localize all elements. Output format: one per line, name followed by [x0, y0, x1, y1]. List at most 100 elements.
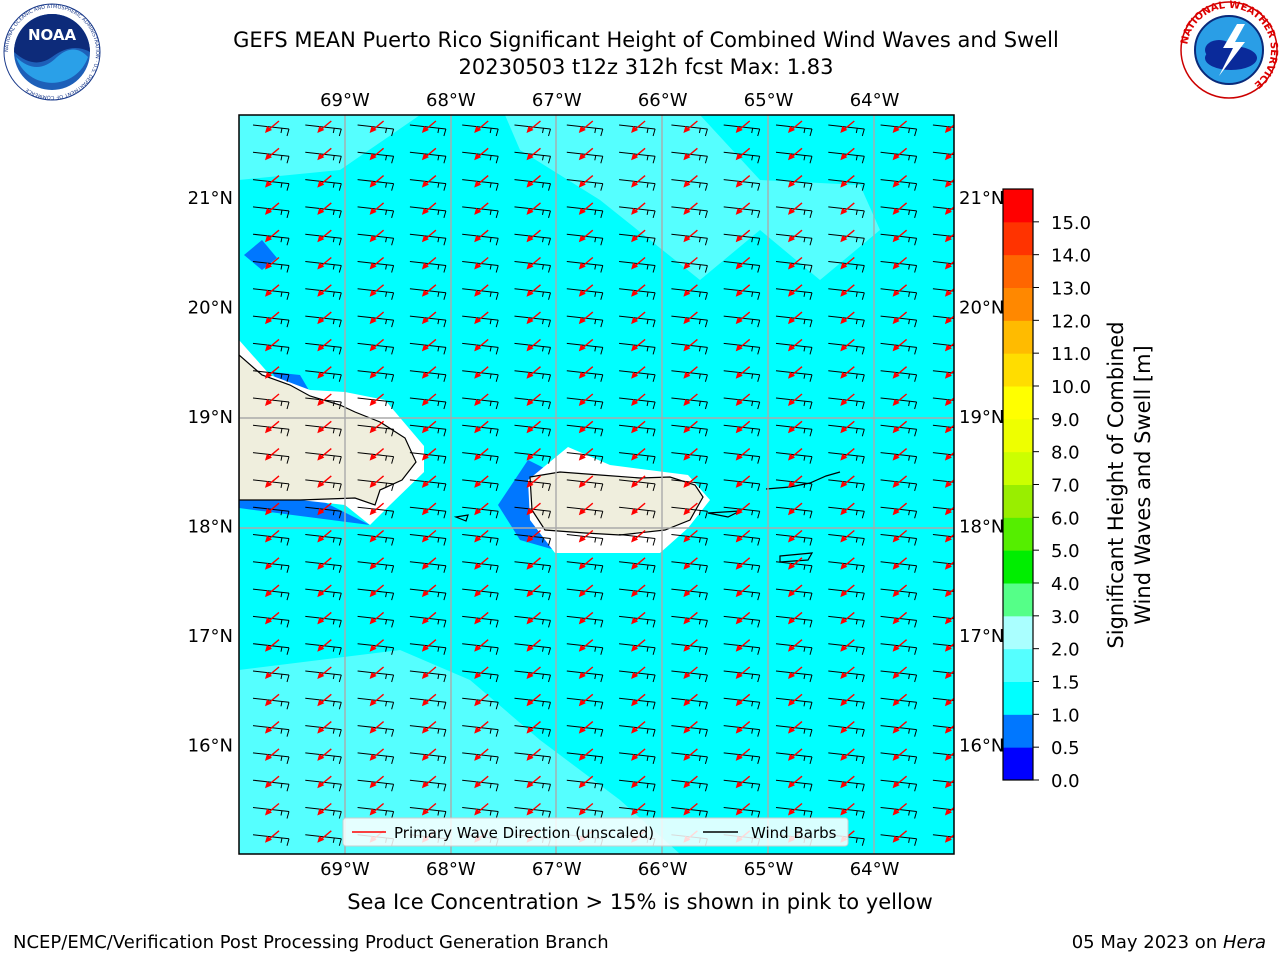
- wave-arrow: [788, 147, 803, 161]
- wave-arrow: [421, 120, 437, 133]
- wave-arrow: [631, 802, 646, 816]
- wave-arrow: [788, 502, 803, 516]
- wave-arrow: [578, 202, 594, 215]
- wave-arrow: [944, 479, 954, 488]
- wave-arrow: [892, 693, 908, 707]
- wave-arrow: [944, 506, 954, 516]
- wave-arrow: [788, 611, 803, 625]
- wave-arrow: [578, 229, 594, 243]
- chart-subtitle-run: 20230503 t12z 312h fcst Max: 1.83: [458, 55, 834, 79]
- wave-arrow: [421, 584, 437, 598]
- colorbar-segment: [1003, 418, 1033, 453]
- wave-arrow: [421, 611, 437, 625]
- wave-arrow: [631, 639, 646, 652]
- wave-arrow: [788, 775, 803, 789]
- wave-arrow: [683, 175, 698, 188]
- wave-arrow: [526, 202, 541, 215]
- wave-arrow: [631, 666, 646, 679]
- wave-arrow: [788, 748, 803, 761]
- wave-arrow: [421, 202, 437, 215]
- wave-arrow: [526, 448, 541, 461]
- wave-arrow: [683, 584, 698, 598]
- wave-arrow: [578, 529, 594, 543]
- wave-arrow: [892, 802, 908, 816]
- wave-arrow: [944, 451, 954, 461]
- colorbar-tick-label: 12.0: [1051, 311, 1091, 332]
- wave-arrow: [944, 833, 954, 843]
- wave-arrow: [317, 611, 332, 625]
- wave-arrow: [526, 366, 541, 379]
- lat-label-left: 21°N: [188, 188, 233, 209]
- wave-arrow: [631, 775, 646, 789]
- wave-zone-2-3m-north-a: [239, 115, 420, 180]
- wave-arrow: [421, 284, 437, 297]
- colorbar-tick-label: 11.0: [1051, 344, 1091, 365]
- wave-arrow: [526, 420, 541, 434]
- colorbar-segment: [1003, 517, 1033, 551]
- wave-arrow: [631, 748, 646, 761]
- wave-arrow: [526, 802, 541, 816]
- wave-arrow: [421, 448, 437, 461]
- wave-arrow: [683, 802, 698, 816]
- wave-arrow: [578, 448, 594, 461]
- wave-arrow: [840, 393, 855, 406]
- wave-arrow: [631, 693, 646, 707]
- wave-arrow: [631, 448, 646, 461]
- wave-arrow: [788, 256, 803, 270]
- wave-arrow: [840, 529, 855, 543]
- wave-arrow: [788, 175, 803, 188]
- wave-arrow: [421, 666, 437, 679]
- wave-arrow: [474, 338, 489, 352]
- wave-arrow: [317, 366, 332, 379]
- wave-arrow: [788, 557, 803, 570]
- wave-arrow: [474, 147, 489, 161]
- colorbar-tick-label: 14.0: [1051, 246, 1091, 267]
- lat-label-right: 21°N: [959, 188, 1004, 209]
- colorbar-segment: [1003, 320, 1033, 354]
- wave-arrow: [265, 284, 280, 297]
- footer-host: Hera: [1222, 932, 1266, 953]
- lat-label-left: 20°N: [188, 298, 233, 319]
- wave-arrow: [421, 393, 437, 406]
- colorbar-tick-label: 0.0: [1051, 771, 1080, 792]
- wave-arrow: [474, 175, 489, 188]
- wave-arrow: [944, 397, 954, 406]
- wave-arrow: [265, 529, 280, 543]
- wave-arrow: [474, 557, 489, 570]
- land-vieques: [707, 510, 741, 518]
- wave-arrow: [683, 256, 698, 270]
- wave-arrow: [578, 584, 594, 598]
- wave-arrow: [474, 229, 489, 243]
- wave-arrow: [735, 775, 751, 789]
- wave-arrow: [735, 611, 751, 625]
- wave-arrow: [944, 151, 954, 161]
- wave-arrow: [474, 475, 489, 488]
- wave-arrow: [265, 557, 280, 570]
- wave-arrow: [944, 260, 954, 270]
- wave-arrow: [265, 802, 280, 816]
- wave-arrow: [421, 420, 437, 434]
- colorbar-segment: [1003, 583, 1033, 617]
- wave-arrow: [421, 721, 437, 734]
- wave-arrow: [265, 202, 280, 215]
- wave-arrow: [474, 420, 489, 434]
- colorbar-label-line2: Wind Waves and Swell [m]: [1131, 345, 1155, 625]
- wave-arrow: [369, 775, 385, 789]
- wave-arrow: [892, 420, 908, 434]
- wave-arrow: [944, 670, 954, 679]
- wave-arrow: [369, 802, 385, 816]
- wave-arrow: [735, 666, 751, 679]
- lat-label-right: 19°N: [959, 407, 1004, 428]
- wave-arrow: [265, 502, 280, 516]
- wave-arrow: [578, 420, 594, 434]
- wave-arrow: [788, 639, 803, 652]
- wave-arrow: [265, 420, 280, 434]
- wave-arrow: [944, 642, 954, 652]
- wave-arrow: [421, 529, 437, 543]
- wave-arrow: [735, 557, 751, 570]
- lon-label-top: 66°W: [638, 90, 688, 111]
- wave-arrow: [317, 420, 332, 434]
- colorbar-tick-label: 5.0: [1051, 541, 1080, 562]
- wave-arrow: [735, 229, 751, 243]
